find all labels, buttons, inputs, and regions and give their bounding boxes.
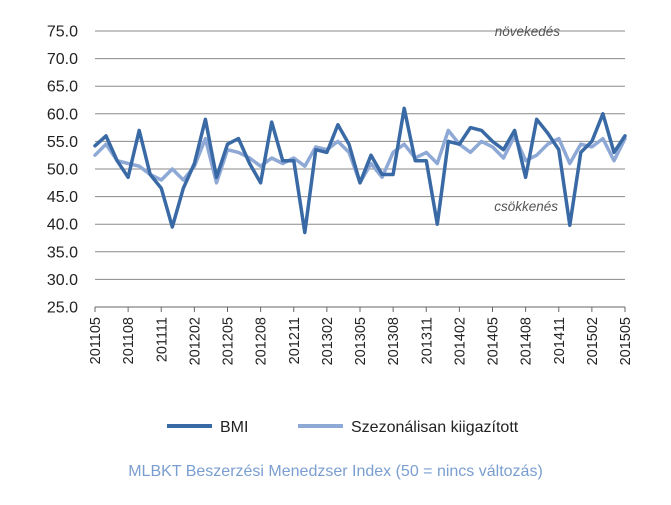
- x-tick-label: 201108: [121, 317, 137, 364]
- x-tick-label: 201505: [618, 317, 634, 365]
- y-tick-label: 50.0: [47, 162, 78, 179]
- y-tick-label: 55.0: [47, 134, 78, 151]
- legend-label-seasonal: Szezonálisan kiigazított: [351, 419, 519, 436]
- x-axis-ticks: 201105 201108 201111 201202 201205 201208 2012…: [88, 307, 634, 365]
- x-tick-label: 201502: [585, 317, 601, 365]
- legend: BMI Szezonálisan kiigazított: [167, 419, 519, 436]
- x-tick-label: 201405: [486, 317, 502, 365]
- series-line-bmi: [93, 106, 627, 235]
- x-tick-label: 201311: [419, 317, 435, 364]
- x-tick-label: 201408: [519, 317, 535, 365]
- x-tick-label: 201211: [287, 317, 303, 364]
- legend-label-bmi: BMI: [220, 419, 248, 436]
- x-tick-label: 201111: [154, 317, 170, 362]
- y-tick-label: 60.0: [47, 106, 78, 123]
- y-tick-label: 40.0: [47, 217, 78, 234]
- annotation-growth: növekedés: [495, 24, 561, 39]
- y-tick-label: 45.0: [47, 189, 78, 206]
- y-tick-label: 30.0: [47, 272, 78, 289]
- x-tick-label: 201105: [88, 317, 104, 364]
- annotation-decline: csökkenés: [494, 199, 558, 214]
- y-axis-ticks: 75.0 70.0 65.0 60.0 55.0 50.0 45.0 40.0 35.0 30.0…: [47, 24, 78, 317]
- x-tick-label: 201202: [187, 317, 203, 365]
- y-tick-label: 35.0: [47, 244, 78, 261]
- chart-caption: MLBKT Beszerzési Menedzser Index (50 = n…: [128, 463, 543, 480]
- series-line-seasonal: [93, 128, 627, 185]
- x-tick-label: 201308: [386, 317, 402, 365]
- gridlines: [95, 30, 625, 280]
- y-tick-label: 75.0: [47, 24, 78, 41]
- y-tick-label: 70.0: [47, 51, 78, 68]
- x-tick-label: 201302: [320, 317, 336, 365]
- x-tick-label: 201402: [452, 317, 468, 365]
- x-tick-label: 201208: [254, 317, 270, 365]
- y-tick-label: 25.0: [47, 300, 78, 317]
- x-tick-label: 201411: [552, 317, 568, 364]
- x-tick-label: 201305: [353, 317, 369, 365]
- x-tick-label: 201205: [221, 317, 237, 365]
- series-lines: [93, 106, 627, 235]
- y-tick-label: 65.0: [47, 79, 78, 96]
